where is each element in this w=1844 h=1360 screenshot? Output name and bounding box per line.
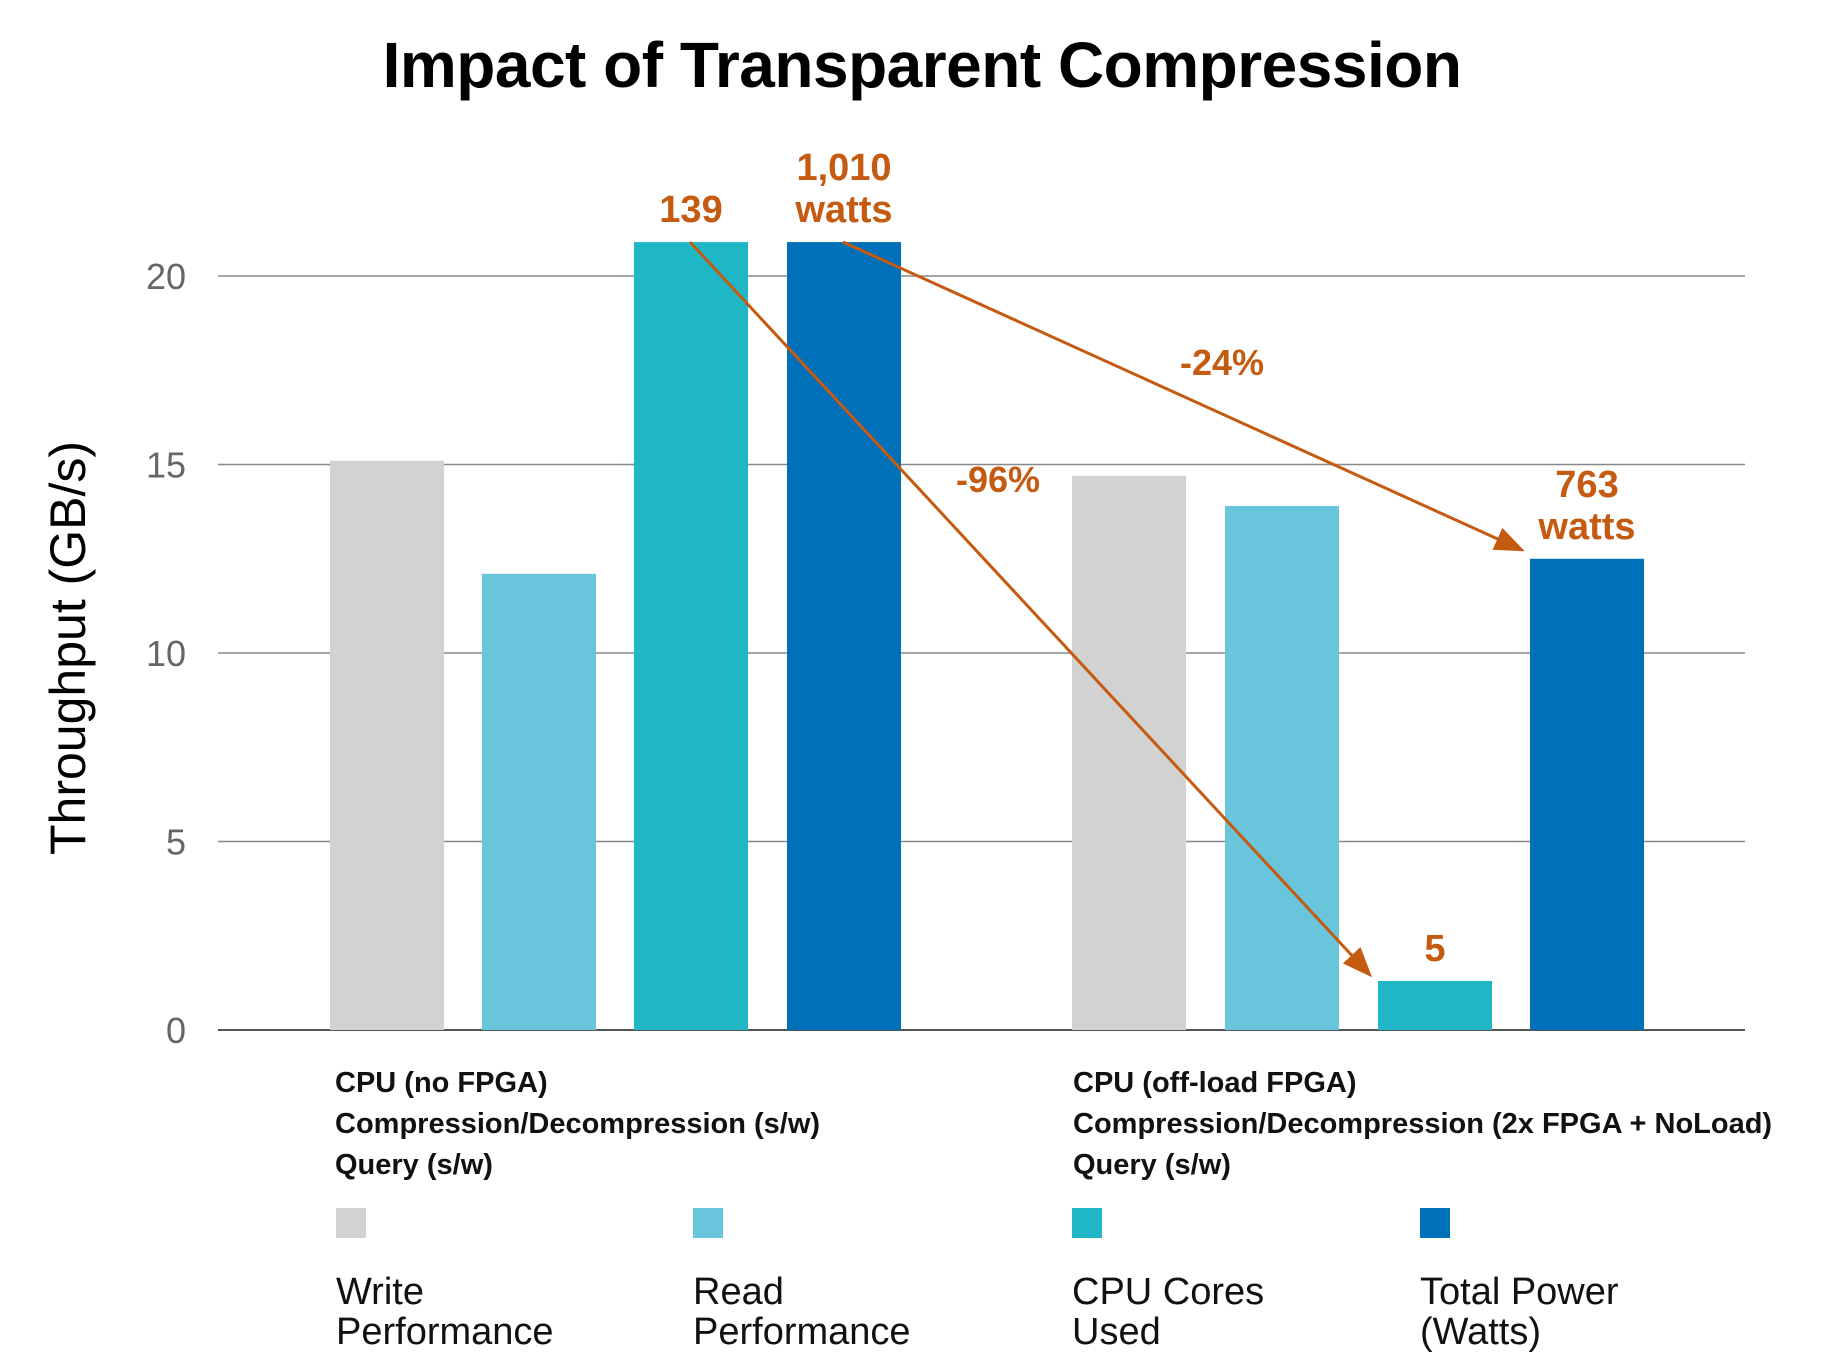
legend-swatch [1072, 1208, 1102, 1238]
legend-swatch [336, 1208, 366, 1238]
bar-3-group-1 [634, 242, 748, 1030]
legend-item: Total Power (Watts) [1420, 1208, 1710, 1352]
change-arrow [842, 240, 1525, 552]
y-tick-label: 10 [146, 633, 186, 674]
legend-label: Write Performance [336, 1271, 554, 1353]
bar-2-group-1 [482, 573, 596, 1030]
y-tick-label: 0 [166, 1010, 186, 1051]
bar-4-group-1 [787, 242, 901, 1030]
legend-swatch [693, 1208, 723, 1238]
x-category-label: CPU (off-load FPGA) Compression/Decompres… [1073, 1063, 1772, 1186]
legend-label: Read Performance [693, 1271, 911, 1353]
legend-item: Write Performance [336, 1208, 626, 1352]
value-label: 763 [1555, 464, 1618, 506]
legend-label: Total Power (Watts) [1420, 1271, 1619, 1353]
change-label: -96% [956, 459, 1040, 500]
x-category-label-line: Compression/Decompression (2x FPGA + NoL… [1073, 1108, 1773, 1140]
chart-title: Impact of Transparent Compression [382, 29, 1462, 101]
value-label: 5 [1424, 928, 1445, 970]
bar-1-group-1 [330, 460, 444, 1031]
y-tick-label: 15 [146, 445, 186, 486]
bar-4-group-2 [1530, 558, 1644, 1030]
legend-swatch [1420, 1208, 1450, 1238]
bar-3-group-2 [1378, 980, 1492, 1030]
change-arrow [688, 240, 1373, 978]
legend-item: Read Performance [693, 1208, 983, 1352]
bar-1-group-2 [1072, 475, 1186, 1030]
change-label: -24% [1180, 342, 1264, 383]
x-category-label-line: Query (s/w) [1073, 1149, 1231, 1181]
legend-label: CPU Cores Used [1072, 1271, 1265, 1353]
bar-2-group-2 [1225, 505, 1339, 1031]
y-tick-label: 5 [166, 822, 186, 863]
x-category-label-line: CPU (no FPGA) [335, 1067, 548, 1099]
legend-item: CPU Cores Used [1072, 1208, 1362, 1352]
value-label: watts [1537, 506, 1635, 548]
value-label: watts [794, 189, 892, 231]
y-tick-label: 20 [146, 256, 186, 297]
x-category-label: CPU (no FPGA) Compression/Decompression (… [335, 1063, 820, 1186]
value-label: 1,010 [796, 147, 891, 189]
x-category-label-line: Compression/Decompression (s/w) [335, 1108, 821, 1140]
value-label: 139 [659, 189, 722, 231]
x-category-label-line: CPU (off-load FPGA) [1073, 1067, 1357, 1099]
x-category-label-line: Query (s/w) [335, 1149, 493, 1181]
